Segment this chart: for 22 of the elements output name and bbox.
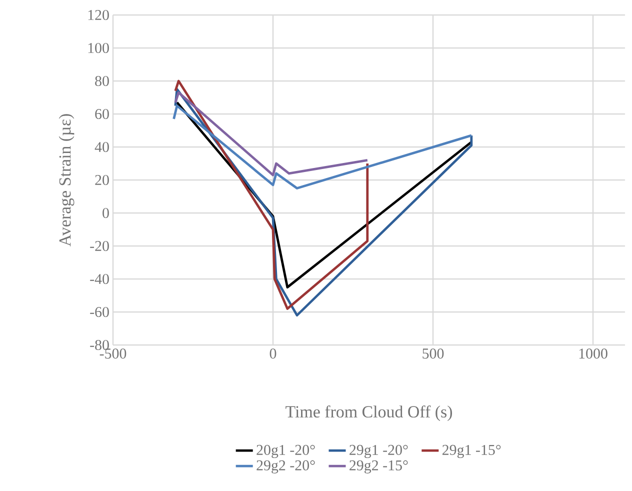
legend-label: 20g1 -20° [256, 444, 315, 458]
legend-label: 29g1 -15° [442, 444, 501, 458]
legend-label: 29g2 -15° [350, 460, 408, 474]
legend-label: 29g1 -20° [350, 444, 408, 458]
x-tick-label: 0 [270, 348, 276, 359]
legend-label: 29g2 -20° [256, 460, 315, 474]
y-tick-label: -60 [90, 306, 109, 318]
y-tick-label: -20 [90, 240, 109, 252]
y-axis-title: Average Strain (µε) [58, 114, 74, 246]
y-tick-label: 120 [88, 10, 109, 20]
x-tick-label: -500 [100, 348, 126, 359]
y-tick-label: 20 [95, 174, 109, 186]
x-axis-title: Time from Cloud Off (s) [286, 405, 452, 421]
y-tick-label: -40 [90, 274, 109, 284]
x-tick-label: 500 [422, 348, 444, 359]
y-tick-label: 0 [102, 208, 109, 218]
y-tick-label: 80 [95, 76, 109, 86]
y-tick-label: 60 [95, 108, 109, 120]
y-tick-label: -80 [90, 340, 109, 350]
y-tick-label: 40 [94, 142, 109, 152]
y-tick-label: 100 [88, 42, 109, 54]
x-tick-label: 1000 [579, 348, 608, 359]
